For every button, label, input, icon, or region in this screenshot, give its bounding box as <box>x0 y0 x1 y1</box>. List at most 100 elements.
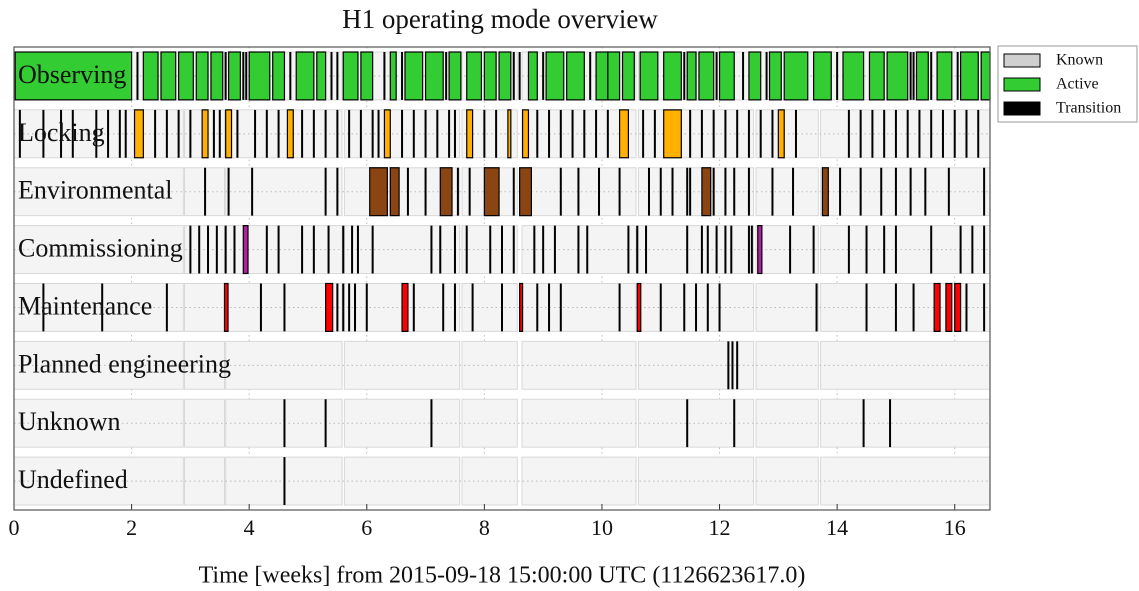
active-segment <box>389 167 400 217</box>
active-segment <box>424 51 444 101</box>
x-axis-label: Time [weeks] from 2015-09-18 15:00:00 UT… <box>199 563 806 589</box>
active-segment <box>401 282 409 332</box>
x-tick-label: 4 <box>244 515 255 540</box>
transition <box>618 283 621 332</box>
transition <box>489 225 492 274</box>
transition <box>750 225 753 274</box>
transition <box>436 109 439 158</box>
known-segment <box>755 340 819 390</box>
transition <box>324 167 327 216</box>
active-segment <box>886 51 909 101</box>
active-segment <box>960 51 979 101</box>
active-segment <box>342 51 359 101</box>
transition <box>971 225 974 274</box>
known-segment <box>755 225 819 274</box>
known-segment <box>461 340 518 390</box>
transition <box>924 167 927 216</box>
known-segment <box>521 340 637 390</box>
transition <box>177 109 180 158</box>
known-segment <box>461 456 518 506</box>
transition <box>742 52 745 100</box>
row-label: Unknown <box>18 407 121 436</box>
active-segment <box>945 282 953 332</box>
transition <box>909 52 912 100</box>
x-tick-label: 14 <box>826 515 848 540</box>
transition <box>577 225 580 274</box>
transition <box>165 109 168 158</box>
active-segment <box>142 51 159 101</box>
transition <box>371 109 374 158</box>
transition <box>324 109 327 158</box>
transition <box>847 225 850 274</box>
transition <box>883 109 886 158</box>
transition <box>880 167 883 216</box>
transition <box>589 52 592 100</box>
transition <box>501 225 503 274</box>
transition <box>683 283 686 332</box>
transition <box>439 225 442 274</box>
transition <box>501 283 503 332</box>
active-segment <box>768 51 782 101</box>
transition <box>765 52 768 100</box>
transition <box>245 52 248 100</box>
transition <box>983 167 986 216</box>
active-segment <box>757 225 763 275</box>
transition <box>542 225 545 274</box>
active-segment <box>483 167 500 217</box>
known-segment <box>461 283 518 332</box>
transition <box>906 109 909 158</box>
transition <box>533 225 536 274</box>
transition <box>747 225 750 274</box>
transition <box>642 109 645 158</box>
transition <box>941 109 944 158</box>
row-label: Planned engineering <box>18 349 231 378</box>
transition <box>251 167 254 216</box>
transition <box>412 109 415 158</box>
transition <box>618 167 621 216</box>
transition <box>312 109 315 158</box>
transition <box>747 167 750 216</box>
transition <box>871 109 874 158</box>
active-segment <box>636 282 642 332</box>
active-segment <box>686 51 697 101</box>
transition <box>212 109 215 158</box>
transition <box>706 225 709 274</box>
known-segment <box>225 167 343 217</box>
active-segment <box>868 51 885 101</box>
known-segment <box>521 398 637 448</box>
known-segment <box>461 398 518 448</box>
active-segment <box>223 282 229 332</box>
legend-swatch <box>1003 101 1041 116</box>
transition <box>471 283 474 332</box>
transition <box>689 167 692 216</box>
transition <box>659 283 662 332</box>
transition <box>889 399 892 448</box>
transition <box>586 225 589 274</box>
transition <box>218 109 221 158</box>
transition <box>495 109 498 158</box>
active-segment <box>663 109 682 159</box>
transition <box>839 167 842 216</box>
row-label: Commissioning <box>18 234 183 263</box>
active-segment <box>545 51 565 101</box>
transition <box>947 167 950 216</box>
transition <box>336 52 339 100</box>
transition <box>445 52 448 100</box>
transition <box>198 225 201 274</box>
active-segment <box>316 51 327 101</box>
known-segment <box>225 109 343 159</box>
transition <box>383 52 386 100</box>
transition <box>965 109 968 158</box>
transition <box>242 52 245 100</box>
active-segment <box>954 282 962 332</box>
active-segment <box>466 51 483 101</box>
transition <box>712 109 715 158</box>
active-segment <box>210 51 224 101</box>
transition <box>453 283 456 332</box>
transition <box>351 225 354 274</box>
transition <box>953 109 956 158</box>
transition <box>724 109 727 158</box>
transition <box>789 225 792 274</box>
transition <box>733 167 736 216</box>
known-segment <box>637 225 755 274</box>
